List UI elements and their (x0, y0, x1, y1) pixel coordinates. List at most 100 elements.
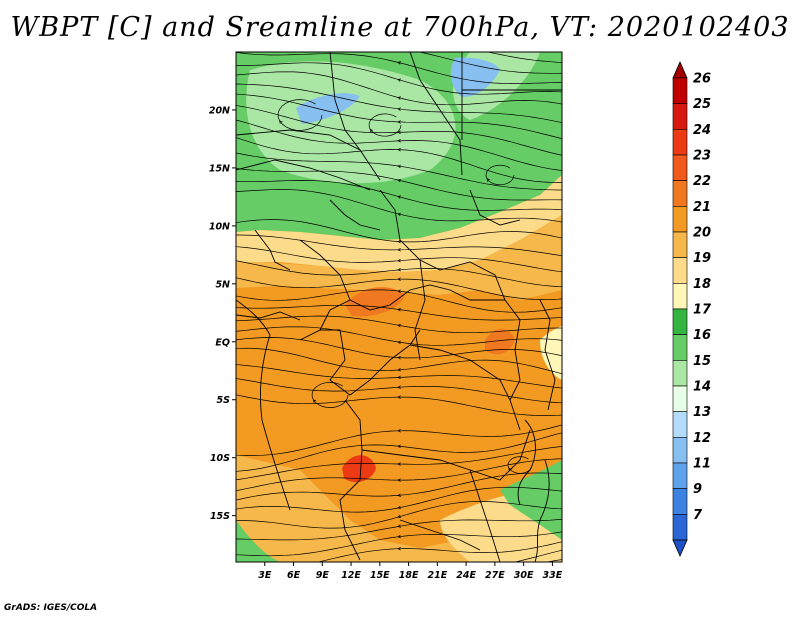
colorbar-swatch (672, 103, 688, 130)
streamline-arrow (397, 355, 401, 360)
colorbar-label: 17 (693, 303, 712, 318)
colorbar-label: 12 (693, 431, 711, 446)
colorbar-swatch (672, 206, 688, 233)
axis-ticks: 20N 15N 10N 5N EQ 5S 10S 15S 3E 6E 9E 12E 15E 18E 21E 2… (209, 105, 563, 581)
colorbar-label: 7 (693, 508, 703, 523)
colorbar-swatch (672, 488, 688, 515)
streamline-arrow (397, 514, 402, 519)
colorbar-swatch (672, 231, 688, 258)
streamline-arrow (397, 462, 401, 466)
streamline-arrow (397, 444, 401, 449)
colorbar-swatch (672, 180, 688, 207)
streamline-arrow (397, 375, 401, 380)
streamline-arrow (397, 258, 401, 263)
streamline-arrow (397, 195, 401, 199)
streamline-arrow (397, 268, 401, 272)
colorbar-label: 25 (693, 97, 711, 112)
streamline-arrow (397, 239, 401, 244)
streamline-arrow (397, 493, 401, 497)
streamline-arrow (397, 212, 401, 217)
streamline-arrow (397, 107, 401, 111)
colorbar: 26 25 24 23 22 21 20 19 18 17 16 15 14 13 12 11 9 7 (672, 61, 712, 557)
streamline-arrow (397, 340, 401, 345)
colorbar-label: 9 (693, 482, 702, 497)
colorbar-label: 24 (693, 123, 711, 138)
lon-tick-label: 33E (543, 570, 563, 581)
streamline-arrow (397, 130, 401, 135)
lat-tick-label: 15N (209, 163, 230, 174)
lon-tick-label: 12E (341, 570, 361, 581)
lat-tick-label: 20N (209, 105, 230, 116)
colorbar-label: 14 (693, 380, 711, 395)
colorbar-swatch (672, 129, 688, 156)
colorbar-swatch (672, 437, 688, 464)
lat-tick-label: 5S (217, 395, 231, 406)
streamline-arrow (397, 368, 401, 372)
lon-tick-label: 24E (456, 570, 476, 581)
colorbar-label: 22 (693, 174, 711, 189)
wbpt-field (236, 52, 562, 562)
streamline-arrow (397, 546, 401, 551)
colorbar-label: 11 (693, 457, 711, 472)
colorbar-bottom-arrow (672, 539, 688, 557)
streamline-arrow (397, 289, 401, 293)
lon-tick-label: 6E (287, 570, 301, 581)
streamline-arrow (398, 563, 401, 566)
colorbar-label: 23 (693, 149, 711, 164)
lat-tick-label: 15S (210, 511, 230, 522)
lon-tick-label: 15E (370, 570, 390, 581)
lon-tick-label: 30E (514, 570, 534, 581)
streamline-arrow (279, 120, 283, 124)
streamline (486, 52, 562, 63)
lat-tick-label: 10N (209, 221, 230, 232)
colorbar-swatch (672, 283, 688, 310)
streamline-arrow (397, 428, 401, 433)
colorbar-label: 15 (693, 354, 711, 369)
lon-tick-label: 9E (316, 570, 330, 581)
colorbar-swatch (672, 308, 688, 335)
colorbar-label: 18 (693, 277, 711, 292)
lat-tick-label: 10S (210, 453, 230, 464)
colorbar-label: 16 (693, 328, 711, 343)
streamline-arrow (397, 534, 401, 539)
grads-credit: GrADS: IGES/COLA (4, 603, 98, 613)
colorbar-label: 26 (693, 72, 711, 87)
streamline (417, 52, 562, 74)
streamline-arrow (397, 478, 401, 482)
chart-title: WBPT [C] and Sreamline at 700hPa, VT: 20… (10, 12, 790, 43)
colorbar-label: 21 (693, 200, 711, 215)
lat-tick-label: EQ (215, 337, 230, 348)
streamline-arrow (397, 524, 401, 528)
lat-tick-label: 5N (215, 279, 230, 290)
colorbar-label: 13 (693, 405, 711, 420)
streamline-arrow (397, 164, 401, 169)
streamline-arrow (397, 385, 401, 389)
lon-tick-label: 27E (485, 570, 505, 581)
streamline-arrow (397, 248, 401, 252)
country-borders (236, 52, 562, 562)
streamline-arrow (486, 178, 490, 182)
streamline-arrow (397, 308, 401, 312)
streamline-arrow (397, 178, 401, 183)
colorbar-swatch (672, 154, 688, 181)
lon-tick-label: 21E (427, 570, 447, 581)
streamline-arrow (397, 147, 401, 152)
lon-tick-label: 3E (258, 570, 272, 581)
streamline-arrow (398, 47, 401, 50)
colorbar-swatch (672, 77, 688, 104)
colorbar-swatch (672, 514, 688, 541)
colorbar-swatch (672, 462, 688, 489)
streamline-arrow (397, 395, 401, 399)
map-frame (235, 51, 563, 563)
streamline-arrow (369, 128, 374, 133)
streamline-arrow (397, 61, 401, 65)
streamline-arrow (397, 505, 401, 510)
colorbar-label: 19 (693, 251, 711, 266)
streamline-arrow (397, 277, 401, 281)
lon-tick-label: 18E (399, 570, 419, 581)
streamlines (236, 47, 562, 566)
streamline-arrow (312, 399, 317, 403)
colorbar-swatch (672, 385, 688, 412)
streamline-arrow (397, 78, 402, 82)
